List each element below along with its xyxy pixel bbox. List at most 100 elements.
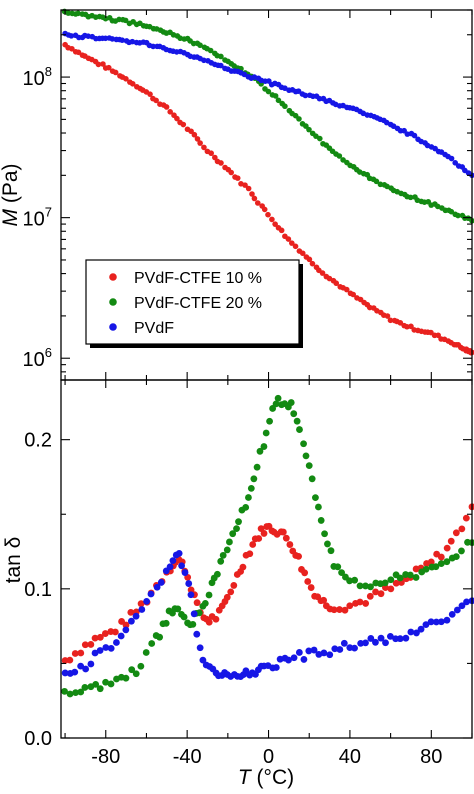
top-point (296, 116, 302, 122)
legend-label-series-2: PVdF-CTFE 20 % (134, 295, 262, 312)
bottom-point (187, 591, 195, 599)
bottom-point (260, 443, 268, 450)
top-point (404, 131, 411, 137)
bottom-point (295, 649, 303, 656)
bottom-point (166, 563, 174, 571)
bottom-point (219, 551, 227, 559)
bottom-point (195, 609, 203, 617)
top-point (448, 208, 455, 215)
top-point (167, 109, 173, 115)
top-point (85, 33, 92, 39)
bottom-point (362, 639, 369, 647)
bottom-point (279, 528, 287, 536)
tick-base: 10 (23, 68, 45, 90)
bottom-point (407, 628, 415, 636)
bottom-point (132, 670, 140, 678)
top-point (299, 250, 306, 257)
top-point (191, 131, 198, 138)
bottom-point (372, 638, 379, 646)
bottom-point (260, 530, 268, 537)
bottom-point (305, 647, 313, 655)
bottom-point (96, 633, 104, 641)
bottom-point (66, 656, 74, 664)
bottom-point (61, 669, 69, 677)
x-tick-label: -40 (173, 746, 202, 768)
top-point (153, 97, 159, 104)
bottom-point (458, 547, 465, 555)
bottom-point (205, 618, 213, 626)
bottom-point (181, 569, 189, 576)
bottom-point (362, 582, 369, 590)
top-point (319, 270, 326, 276)
x-label-unit: (°C) (251, 766, 294, 789)
bottom-point (253, 463, 261, 471)
top-point (387, 317, 394, 324)
bottom-point (330, 606, 338, 614)
bottom-point (61, 687, 68, 695)
bottom-point (205, 591, 213, 599)
top-point (69, 45, 75, 52)
bottom-point (340, 639, 348, 647)
top-point (201, 144, 207, 151)
top-point (265, 211, 271, 218)
bottom-point (286, 541, 294, 548)
bottom-point (137, 600, 145, 608)
bottom-point (452, 553, 460, 560)
bottom-point (463, 598, 470, 606)
top-point (194, 136, 201, 142)
bottom-point (262, 429, 270, 437)
bottom-point (92, 680, 100, 688)
bottom-point (462, 514, 470, 522)
bottom-point (305, 462, 313, 470)
bottom-point (336, 646, 344, 653)
bottom-point (387, 576, 395, 584)
bottom-point (272, 400, 280, 408)
bottom-point (128, 666, 136, 674)
bottom-point (287, 399, 295, 406)
bottom-point (304, 578, 312, 585)
bottom-point (250, 475, 258, 483)
top-point (350, 291, 357, 298)
bottom-point (81, 641, 89, 649)
tick-exponent: 6 (45, 345, 52, 360)
bottom-point (185, 580, 193, 587)
bottom-point (346, 602, 354, 610)
bottom-point (317, 517, 325, 524)
bottom-point (296, 426, 303, 433)
bottom-point (178, 562, 186, 570)
bottom-point (320, 596, 328, 604)
bottom-point (113, 639, 120, 646)
legend-label-series-1: PVdF-CTFE 10 % (134, 270, 262, 287)
bottom-point (189, 620, 197, 628)
top-point (251, 195, 258, 202)
bottom-point (162, 619, 170, 627)
bottom-point (452, 529, 460, 537)
top-point (278, 227, 285, 234)
bottom-point (285, 656, 292, 664)
legend-marker-series-3 (109, 323, 117, 331)
bottom-axis-ticks: -80 -40 0 40 80 0.0 0.1 0.2 (24, 380, 473, 768)
bottom-point (217, 557, 225, 565)
bottom-point (312, 494, 319, 502)
bottom-point (77, 688, 85, 696)
top-point (218, 62, 224, 69)
bottom-point (227, 588, 235, 596)
bottom-point (223, 593, 231, 601)
bottom-series-1 (61, 503, 474, 664)
bottom-point (346, 577, 353, 585)
bottom-point (396, 574, 404, 582)
bottom-point (386, 632, 394, 640)
top-point (411, 132, 418, 139)
bottom-point (87, 641, 95, 648)
bottom-point (300, 656, 308, 663)
bottom-series-2 (61, 394, 474, 698)
bottom-point (77, 649, 85, 657)
top-point (100, 61, 106, 67)
bottom-point (199, 656, 207, 664)
top-point (254, 200, 261, 206)
bottom-point (193, 599, 201, 607)
top-point (197, 42, 203, 49)
bottom-point (272, 664, 280, 671)
